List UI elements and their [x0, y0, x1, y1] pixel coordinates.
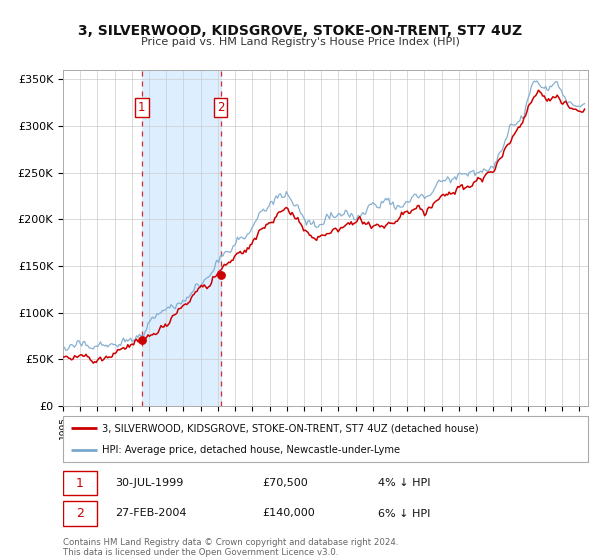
Text: 1: 1 — [76, 477, 84, 490]
Point — [216, 271, 226, 280]
Text: 3, SILVERWOOD, KIDSGROVE, STOKE-ON-TRENT, ST7 4UZ: 3, SILVERWOOD, KIDSGROVE, STOKE-ON-TRENT… — [78, 24, 522, 38]
Point — [137, 335, 146, 344]
Text: 4% ↓ HPI: 4% ↓ HPI — [378, 478, 431, 488]
Text: 2: 2 — [76, 507, 84, 520]
Text: £70,500: £70,500 — [263, 478, 308, 488]
Text: £140,000: £140,000 — [263, 508, 315, 519]
Text: Price paid vs. HM Land Registry's House Price Index (HPI): Price paid vs. HM Land Registry's House … — [140, 37, 460, 47]
Text: 2: 2 — [217, 101, 224, 114]
Bar — [142, 70, 221, 406]
FancyBboxPatch shape — [63, 471, 97, 496]
Text: Contains HM Land Registry data © Crown copyright and database right 2024.
This d: Contains HM Land Registry data © Crown c… — [63, 538, 398, 557]
Text: 6% ↓ HPI: 6% ↓ HPI — [378, 508, 430, 519]
Text: 30-JUL-1999: 30-JUL-1999 — [115, 478, 184, 488]
FancyBboxPatch shape — [63, 416, 588, 462]
Text: 3, SILVERWOOD, KIDSGROVE, STOKE-ON-TRENT, ST7 4UZ (detached house): 3, SILVERWOOD, KIDSGROVE, STOKE-ON-TRENT… — [103, 423, 479, 433]
FancyBboxPatch shape — [63, 501, 97, 526]
Text: HPI: Average price, detached house, Newcastle-under-Lyme: HPI: Average price, detached house, Newc… — [103, 445, 401, 455]
Text: 27-FEB-2004: 27-FEB-2004 — [115, 508, 187, 519]
Text: 1: 1 — [138, 101, 146, 114]
